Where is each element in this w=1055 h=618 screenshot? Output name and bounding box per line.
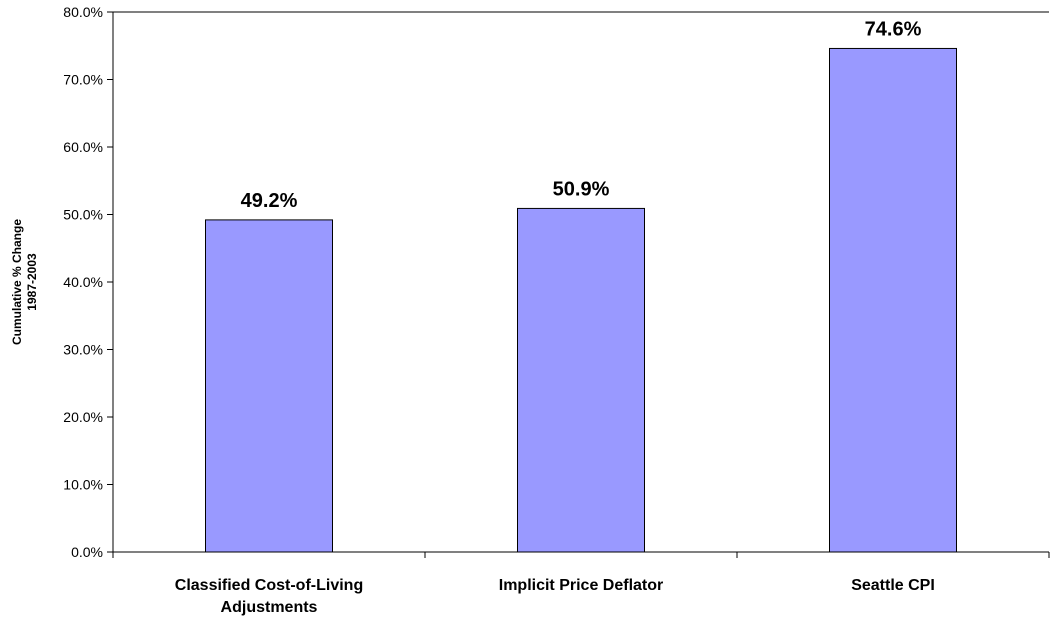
bar bbox=[829, 47, 957, 553]
data-labels: 49.2% 50.9% 74.6% bbox=[241, 18, 922, 211]
axes bbox=[112, 11, 1049, 553]
y-axis-title-line: 1987-2003 bbox=[25, 253, 39, 311]
y-tick-label: 50.0% bbox=[63, 207, 103, 223]
data-label: 50.9% bbox=[553, 178, 610, 200]
bars bbox=[205, 47, 957, 553]
x-category-label: Classified Cost-of-Living bbox=[175, 577, 363, 594]
y-axis-title-line: Cumulative % Change bbox=[10, 219, 24, 345]
x-axis-ticks bbox=[112, 552, 1050, 558]
y-tick-label: 30.0% bbox=[63, 342, 103, 358]
y-axis-ticks: 0.0% 10.0% 20.0% 30.0% 40.0% 50.0% 60.0% 70.0% 8… bbox=[63, 4, 113, 560]
y-axis-title: Cumulative % Change 1987-2003 bbox=[10, 219, 39, 345]
y-tick-label: 60.0% bbox=[63, 139, 103, 155]
y-tick-label: 70.0% bbox=[63, 72, 103, 88]
x-axis-category-labels: Classified Cost-of-Living Adjustments Impl… bbox=[175, 577, 935, 616]
y-tick-label: 40.0% bbox=[63, 274, 103, 290]
x-category-label: Implicit Price Deflator bbox=[499, 577, 664, 594]
y-tick-label: 0.0% bbox=[71, 544, 103, 560]
y-tick-label: 80.0% bbox=[63, 4, 103, 20]
x-category-label: Seattle CPI bbox=[851, 577, 935, 594]
x-category-label: Adjustments bbox=[221, 599, 318, 616]
data-label: 49.2% bbox=[241, 190, 298, 212]
y-tick-label: 10.0% bbox=[63, 477, 103, 493]
bar bbox=[517, 207, 645, 553]
bar bbox=[205, 219, 333, 553]
y-tick-label: 20.0% bbox=[63, 409, 103, 425]
data-label: 74.6% bbox=[865, 18, 922, 40]
